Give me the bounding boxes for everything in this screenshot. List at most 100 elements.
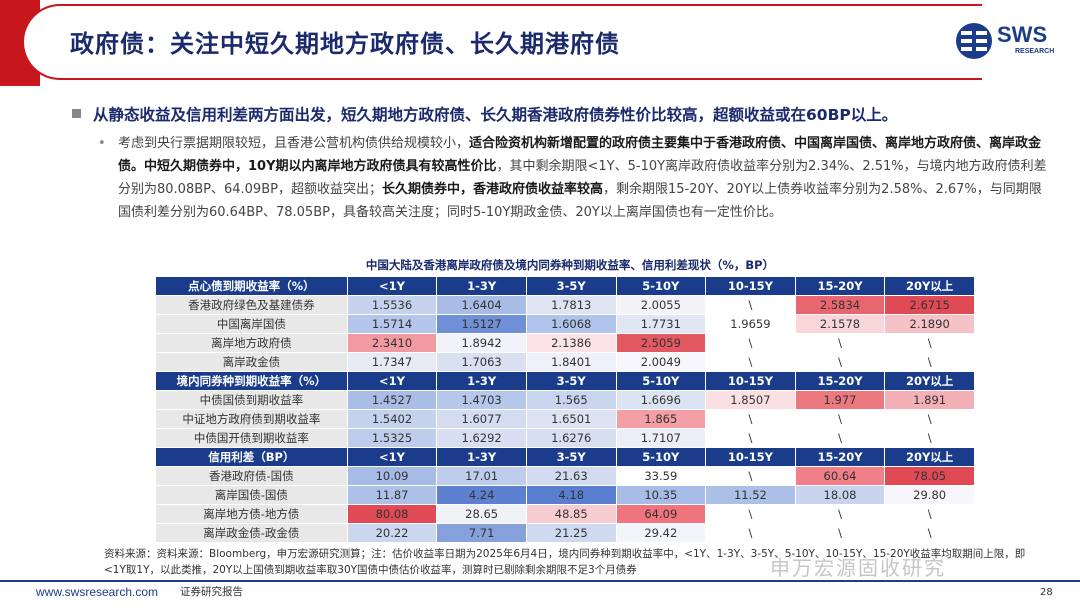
table-row: 离岸政金债 1.7347 1.7063 1.8401 2.0049 \ \ \ xyxy=(155,352,975,372)
value-cell: 2.0049 xyxy=(615,352,707,372)
value-cell: 2.1578 xyxy=(794,314,886,334)
table-row: 中国离岸国债 1.5714 1.5127 1.6068 1.7731 1.9659 2.15… xyxy=(155,314,975,334)
row-label-cell: 离岸地方政府债 xyxy=(155,333,348,353)
value-cell: 11.87 xyxy=(346,485,438,505)
value-cell: 33.59 xyxy=(615,466,707,486)
table-row: 离岸政金债-政金债 20.22 7.71 21.25 29.42 \ \ \ xyxy=(155,523,975,543)
value-cell: 10.09 xyxy=(346,466,438,486)
header-curve xyxy=(22,4,982,80)
column-header-cell: 3-5Y xyxy=(525,371,617,391)
value-cell: \ xyxy=(705,333,796,353)
section-title-cell: 点心债到期收益率（%） xyxy=(155,276,348,296)
value-cell: \ xyxy=(794,352,886,372)
value-cell: 1.6501 xyxy=(525,409,617,429)
value-cell: \ xyxy=(705,352,796,372)
row-label-cell: 香港政府债-国债 xyxy=(155,466,348,486)
value-cell: 2.0055 xyxy=(615,295,707,315)
column-header-cell: <1Y xyxy=(346,447,438,467)
value-cell: 80.08 xyxy=(346,504,438,524)
row-label-cell: 中债国开债到期收益率 xyxy=(155,428,348,448)
value-cell: 1.5127 xyxy=(436,314,527,334)
value-cell: 1.7813 xyxy=(525,295,617,315)
value-cell: 28.65 xyxy=(436,504,527,524)
column-header-cell: 20Y以上 xyxy=(884,371,975,391)
value-cell: 4.24 xyxy=(436,485,527,505)
column-header-cell: 5-10Y xyxy=(615,276,707,296)
value-cell: 48.85 xyxy=(525,504,617,524)
row-label-cell: 中国离岸国债 xyxy=(155,314,348,334)
row-label-cell: 离岸政金债 xyxy=(155,352,348,372)
value-cell: \ xyxy=(884,428,975,448)
value-cell: 1.8401 xyxy=(525,352,617,372)
column-header-cell: <1Y xyxy=(346,276,438,296)
value-cell: 1.865 xyxy=(615,409,707,429)
row-label-cell: 中证地方政府债到期收益率 xyxy=(155,409,348,429)
value-cell: 1.7347 xyxy=(346,352,438,372)
value-cell: 1.6404 xyxy=(436,295,527,315)
row-label-cell: 离岸地方债-地方债 xyxy=(155,504,348,524)
table-row: 中债国债到期收益率 1.4527 1.4703 1.565 1.6696 1.8507 1.… xyxy=(155,390,975,410)
table-row: 中证地方政府债到期收益率 1.5402 1.6077 1.6501 1.865 \ \ \ xyxy=(155,409,975,429)
para-seg-0: 考虑到央行票据期限较短，且香港公营机构债供给规模较小， xyxy=(118,136,470,151)
value-cell: 1.6292 xyxy=(436,428,527,448)
footer-line xyxy=(0,580,1080,582)
value-cell: \ xyxy=(794,333,886,353)
value-cell: 1.5402 xyxy=(346,409,438,429)
column-header-cell: 15-20Y xyxy=(794,371,886,391)
value-cell: 2.5059 xyxy=(615,333,707,353)
value-cell: \ xyxy=(705,295,796,315)
value-cell: 1.977 xyxy=(794,390,886,410)
value-cell: \ xyxy=(705,523,796,543)
value-cell: \ xyxy=(705,504,796,524)
value-cell: 1.891 xyxy=(884,390,975,410)
row-label-cell: 离岸国债-国债 xyxy=(155,485,348,505)
column-header-cell: 1-3Y xyxy=(436,447,527,467)
column-header-cell: 1-3Y xyxy=(436,276,527,296)
value-cell: 1.6696 xyxy=(615,390,707,410)
column-header-cell: 3-5Y xyxy=(525,447,617,467)
value-cell: 2.5834 xyxy=(794,295,886,315)
value-cell: 1.6276 xyxy=(525,428,617,448)
sws-logo: SWS RESEARCH xyxy=(955,20,1065,64)
main-bullet-text: 从静态收益及信用利差两方面出发，短久期地方政府债、长久期香港政府债券性价比较高，… xyxy=(93,106,898,124)
value-cell: 29.42 xyxy=(615,523,707,543)
value-cell: 29.80 xyxy=(884,485,975,505)
value-cell: \ xyxy=(884,409,975,429)
value-cell: \ xyxy=(794,504,886,524)
value-cell: 2.6715 xyxy=(884,295,975,315)
para-seg-4: ，剩余期限15-20Y、20Y以上债券收益率分别为2.58%、2.67%，与同期… xyxy=(118,182,1042,220)
value-cell: 1.8507 xyxy=(705,390,796,410)
value-cell: 4.18 xyxy=(525,485,617,505)
value-cell: 64.09 xyxy=(615,504,707,524)
row-label-cell: 离岸政金债-政金债 xyxy=(155,523,348,543)
para-seg-1: 适合险资机构新增配置的政府债主要集中于香港政府债、中国离岸国债、离岸地方政府债、… xyxy=(118,136,1042,174)
table-row: 离岸国债-国债 11.87 4.24 4.18 10.35 11.52 18.08 29.80 xyxy=(155,485,975,505)
value-cell: 18.08 xyxy=(794,485,886,505)
table-row: 香港政府债-国债 10.09 17.01 21.63 33.59 \ 60.64 78.05 xyxy=(155,466,975,486)
footer-url[interactable]: www.swsresearch.com xyxy=(36,585,159,599)
page-number: 28 xyxy=(1040,587,1053,598)
value-cell: 1.8942 xyxy=(436,333,527,353)
value-cell: \ xyxy=(705,466,796,486)
column-header-cell: 1-3Y xyxy=(436,371,527,391)
value-cell: \ xyxy=(884,352,975,372)
value-cell: 1.5714 xyxy=(346,314,438,334)
value-cell: \ xyxy=(884,523,975,543)
value-cell: \ xyxy=(884,504,975,524)
column-header-cell: 15-20Y xyxy=(794,276,886,296)
column-header-cell: <1Y xyxy=(346,371,438,391)
yield-table: 点心债到期收益率（%） <1Y 1-3Y 3-5Y 5-10Y 10-15Y 15-20Y 2… xyxy=(155,276,975,543)
row-label-cell: 中债国债到期收益率 xyxy=(155,390,348,410)
value-cell: 20.22 xyxy=(346,523,438,543)
para-seg-3: 长久期债券中，香港政府债收益率较高 xyxy=(381,182,603,197)
column-header-cell: 15-20Y xyxy=(794,447,886,467)
logo-sub: RESEARCH xyxy=(1015,48,1055,55)
header: 政府债：关注中短久期地方政府债、长久期港府债 SWS RESEARCH xyxy=(0,0,1080,90)
table-section-header: 点心债到期收益率（%） <1Y 1-3Y 3-5Y 5-10Y 10-15Y 15-20Y 2… xyxy=(155,276,975,296)
footer-label: 证券研究报告 xyxy=(180,586,243,598)
value-cell: 1.5325 xyxy=(346,428,438,448)
value-cell: 17.01 xyxy=(436,466,527,486)
page-title: 政府债：关注中短久期地方政府债、长久期港府债 xyxy=(70,29,620,58)
value-cell: 1.7731 xyxy=(615,314,707,334)
value-cell: 2.3410 xyxy=(346,333,438,353)
